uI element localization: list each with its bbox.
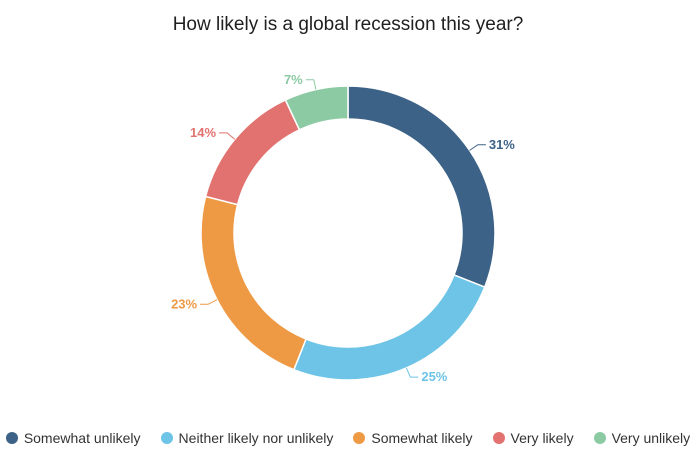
slice-label: 14% (190, 125, 216, 140)
slice-connector (219, 132, 236, 140)
donut-slice-somewhat-unlikely[interactable] (347, 85, 496, 289)
slice-label: 31% (489, 137, 515, 152)
legend-label: Very unlikely (611, 430, 691, 446)
legend-label: Neither likely nor unlikely (178, 430, 334, 446)
slice-label: 7% (284, 72, 303, 87)
donut-slice-somewhat-likely[interactable] (200, 195, 308, 371)
slice-label: 25% (421, 369, 447, 384)
legend-label: Somewhat likely (371, 430, 473, 446)
donut-slice-very-unlikely[interactable] (284, 85, 349, 131)
legend-label: Somewhat unlikely (23, 430, 141, 446)
donut-slice-very-likely[interactable] (204, 98, 301, 206)
legend-marker (160, 432, 173, 444)
legend-marker (353, 432, 366, 444)
slice-label: 23% (171, 296, 197, 311)
slice-connector (305, 79, 317, 90)
legend-marker (593, 432, 606, 444)
slice-connector (469, 144, 486, 151)
legend-label: Very likely (510, 430, 574, 446)
legend-marker (492, 432, 505, 444)
legend-item-somewhat-likely[interactable]: Somewhat likely (353, 430, 473, 446)
legend-marker (5, 432, 18, 444)
chart-title: How likely is a global recession this ye… (172, 14, 524, 35)
chart-legend: Somewhat unlikely Neither likely nor unl… (0, 430, 696, 446)
legend-item-somewhat-unlikely[interactable]: Somewhat unlikely (5, 430, 141, 446)
legend-item-very-likely[interactable]: Very likely (492, 430, 574, 446)
donut-slice-neither-likely-nor-unlikely[interactable] (292, 273, 486, 381)
legend-item-neither-likely-nor-unlikely[interactable]: Neither likely nor unlikely (160, 430, 334, 446)
slice-connector (405, 367, 419, 378)
legend-item-very-unlikely[interactable]: Very unlikely (593, 430, 691, 446)
slice-connector (200, 299, 218, 305)
